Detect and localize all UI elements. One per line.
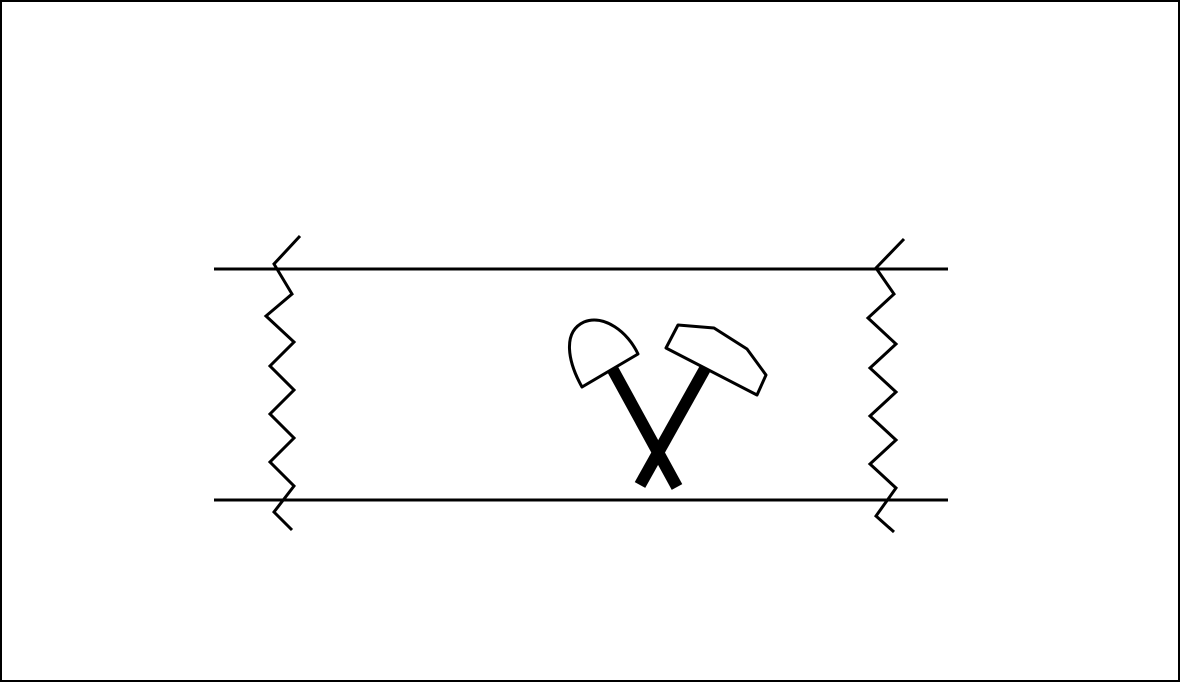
right-hammer-head [664,323,768,397]
left-break-zigzag [263,234,302,532]
left-hammer-head [568,318,640,389]
left-hammer-handle [607,367,683,490]
crossed-hammers-icon [568,318,768,490]
right-break-zigzag [865,237,906,534]
right-hammer-handle [634,355,717,488]
